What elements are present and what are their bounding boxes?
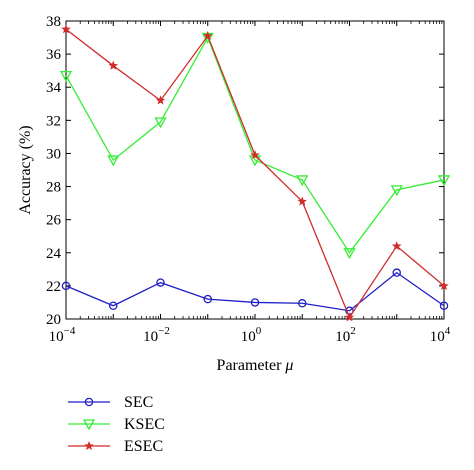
data-point-ksec	[59, 70, 73, 82]
legend-item-sec: SEC	[68, 394, 153, 411]
x-tick-base: 10	[335, 329, 350, 345]
x-axis-label-text: Parameter	[217, 357, 286, 374]
legend-label-sec: SEC	[124, 394, 153, 411]
data-point-esec	[108, 60, 119, 70]
data-point-esec	[297, 196, 308, 206]
x-tick-label: 10−2	[143, 325, 170, 345]
y-tick-label: 34	[46, 80, 62, 96]
data-point-sec	[439, 301, 449, 311]
data-point-esec	[391, 241, 402, 251]
data-point-ksec	[154, 117, 167, 129]
series-ksec	[59, 32, 451, 260]
legend-label-ksec: KSEC	[124, 416, 165, 433]
data-point-esec	[439, 280, 449, 290]
data-point-esec	[61, 24, 71, 34]
data-point-ksec	[437, 175, 451, 187]
data-point-ksec	[390, 185, 403, 197]
series-layer	[59, 24, 451, 322]
data-point-ksec	[296, 175, 309, 187]
y-tick-label: 30	[46, 146, 61, 162]
series-line-sec	[65, 271, 445, 312]
x-tick-base: 10	[143, 329, 158, 345]
x-tick-exponent: 0	[256, 325, 262, 337]
series-line-ksec	[65, 36, 445, 254]
x-tick-label: 102	[335, 325, 356, 345]
x-tick-exponent: −4	[64, 325, 76, 337]
y-tick-label: 32	[46, 113, 61, 129]
data-point-sec	[203, 294, 212, 304]
x-axis-label: Parameter μ	[217, 357, 294, 374]
series-sec	[61, 268, 449, 315]
legend-item-esec: ESEC	[68, 438, 163, 455]
legend: SEC KSEC ESEC	[68, 394, 165, 455]
data-point-sec	[297, 299, 307, 308]
y-tick-label: 24	[46, 246, 62, 262]
data-point-esec	[202, 30, 213, 40]
y-tick-label: 38	[46, 14, 61, 30]
legend-marker-ksec	[82, 419, 96, 431]
y-tick-label: 28	[46, 180, 61, 196]
data-point-esec	[155, 95, 166, 105]
data-point-sec	[392, 268, 401, 277]
legend-marker-esec	[84, 440, 94, 451]
data-point-sec	[61, 281, 71, 291]
y-tick-label: 20	[46, 312, 61, 328]
x-tick-exponent: 4	[445, 325, 451, 337]
x-tick-exponent: −2	[158, 325, 170, 337]
x-tick-label: 10−4	[49, 325, 76, 345]
data-point-ksec	[107, 155, 120, 167]
legend-marker-sec	[84, 397, 94, 407]
series-esec	[61, 24, 449, 322]
x-axis-label-symbol: μ	[284, 357, 293, 374]
x-tick-base: 10	[430, 329, 445, 345]
x-tick-exponent: 2	[350, 325, 356, 337]
data-point-sec	[250, 298, 260, 307]
y-tick-label: 36	[46, 47, 62, 63]
data-point-esec	[250, 150, 260, 160]
data-point-ksec	[343, 248, 356, 260]
y-axis-label: Accuracy (%)	[17, 125, 34, 214]
y-tick-label: 22	[46, 279, 61, 295]
x-tick-base: 10	[49, 329, 64, 345]
data-point-sec	[156, 278, 165, 287]
x-tick-label: 104	[430, 325, 451, 345]
y-tick-label: 26	[46, 213, 62, 229]
x-tick-base: 10	[241, 329, 256, 345]
x-tick-label: 100	[241, 325, 262, 345]
plot-area	[65, 20, 445, 320]
legend-item-ksec: KSEC	[68, 416, 165, 433]
axis-ticks	[65, 20, 445, 320]
legend-label-esec: ESEC	[124, 438, 163, 455]
data-point-sec	[109, 301, 118, 311]
data-point-esec	[344, 312, 355, 322]
